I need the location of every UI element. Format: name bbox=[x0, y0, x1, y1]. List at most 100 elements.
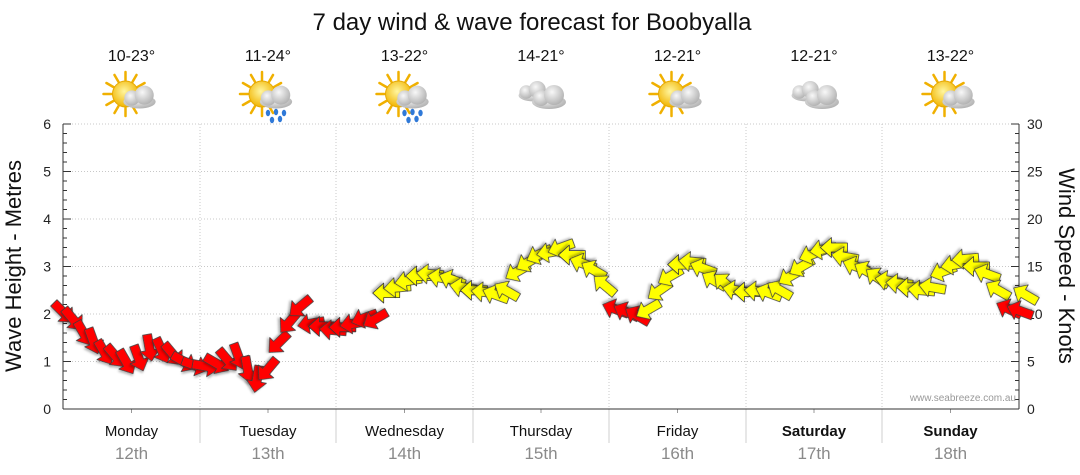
sun-ray bbox=[272, 81, 283, 89]
sun-ray bbox=[113, 104, 120, 115]
sun-ray bbox=[249, 73, 257, 84]
sun-ray bbox=[105, 81, 115, 89]
day-name-label: Saturday bbox=[782, 423, 847, 440]
sun-ray bbox=[386, 73, 393, 84]
sun-ray bbox=[378, 99, 388, 107]
right-tick-label: 15 bbox=[1027, 259, 1043, 275]
cloud-puff bbox=[680, 85, 700, 105]
left-tick-label: 4 bbox=[43, 211, 51, 227]
temperature-range-label: 13-22° bbox=[927, 48, 974, 65]
rain-drop bbox=[281, 109, 287, 117]
rain-drop bbox=[273, 108, 279, 116]
wind-arrow bbox=[636, 298, 663, 320]
cloud-front bbox=[942, 85, 975, 109]
left-tick-label: 3 bbox=[43, 259, 51, 275]
rain-drop bbox=[406, 116, 411, 124]
wind-arrow bbox=[363, 308, 390, 330]
cloud-puff bbox=[817, 85, 837, 105]
temperature-range-label: 10-23° bbox=[108, 48, 155, 65]
left-tick-label: 6 bbox=[43, 116, 51, 132]
sun-ray bbox=[131, 73, 138, 84]
temperature-range-label: 12-21° bbox=[790, 48, 837, 65]
cloud-puff bbox=[544, 85, 564, 105]
cloud-front bbox=[805, 85, 839, 109]
chart-grid bbox=[63, 123, 1019, 443]
watermark: www.seabreeze.com.au bbox=[909, 393, 1016, 404]
sun-ray bbox=[651, 81, 661, 89]
left-axis-ticks: 0 1 2 3 4 5 6 bbox=[43, 116, 71, 417]
cloud-front bbox=[123, 85, 156, 109]
day-name-label: Monday bbox=[105, 423, 159, 440]
rain-drops bbox=[402, 108, 423, 124]
sun-ray bbox=[113, 73, 120, 84]
wind-arrow bbox=[1006, 300, 1035, 321]
temperature-range-label: 14-21° bbox=[517, 48, 564, 65]
sun-ray bbox=[378, 81, 388, 89]
day-name-label: Sunday bbox=[923, 423, 978, 440]
day-name-label: Wednesday bbox=[365, 423, 444, 440]
wind-arrow bbox=[258, 355, 281, 381]
day-date-label: 12th bbox=[115, 444, 148, 463]
day-name-label: Friday bbox=[657, 423, 699, 440]
temperature-range-label: 12-21° bbox=[654, 48, 701, 65]
cloud-front bbox=[259, 85, 293, 109]
rain-drop bbox=[418, 109, 423, 117]
sun-cloud-rain-icon bbox=[375, 70, 429, 124]
left-tick-label: 1 bbox=[43, 354, 51, 370]
day-name-label: Tuesday bbox=[240, 423, 297, 440]
sun-ray bbox=[241, 99, 252, 107]
wind-arrow bbox=[820, 237, 848, 258]
sun-cloud-rain-icon bbox=[238, 70, 293, 124]
sun-ray bbox=[924, 81, 934, 89]
cloud-icon bbox=[791, 80, 839, 109]
day-date-label: 18th bbox=[934, 444, 967, 463]
sun-cloud-icon bbox=[921, 70, 975, 118]
chart-title: 7 day wind & wave forecast for Boobyalla bbox=[313, 9, 753, 36]
wind-arrow bbox=[767, 279, 794, 302]
wind-arrow bbox=[962, 256, 990, 277]
wind-arrow bbox=[557, 244, 586, 266]
sun-ray bbox=[105, 99, 115, 107]
wind-arrow bbox=[214, 346, 238, 371]
sun-ray bbox=[241, 81, 252, 89]
sun-ray bbox=[932, 104, 939, 115]
rain-drop bbox=[414, 115, 419, 123]
day-date-label: 13th bbox=[251, 444, 284, 463]
right-axis-label: Wind Speed - Knots bbox=[1054, 168, 1079, 364]
wind-arrow bbox=[115, 347, 137, 375]
wind-arrows bbox=[50, 237, 1040, 393]
right-tick-label: 25 bbox=[1027, 164, 1043, 180]
cloud-icon bbox=[518, 80, 566, 109]
wind-arrow bbox=[289, 294, 314, 317]
wind-arrow bbox=[973, 263, 1002, 284]
rain-drop bbox=[410, 108, 415, 116]
right-tick-label: 20 bbox=[1027, 211, 1043, 227]
right-tick-label: 30 bbox=[1027, 116, 1043, 132]
cloud-puff bbox=[134, 85, 154, 105]
rain-drop bbox=[402, 109, 407, 117]
wind-arrow bbox=[139, 333, 161, 362]
weather-icons bbox=[102, 70, 975, 124]
wind-arrow bbox=[1013, 284, 1040, 306]
wind-arrow bbox=[494, 280, 521, 302]
sun-ray bbox=[404, 73, 411, 84]
day-name-label: Thursday bbox=[510, 423, 573, 440]
temperature-labels: 10-23° 11-24° 13-22° 14-21° 12-21° 12-21° 13-2… bbox=[108, 48, 974, 65]
sun-ray bbox=[409, 81, 419, 89]
sun-ray bbox=[267, 73, 275, 84]
left-tick-label: 5 bbox=[43, 164, 51, 180]
wind-arrow bbox=[985, 279, 1013, 302]
day-date-label: 14th bbox=[388, 444, 421, 463]
cloud-front bbox=[669, 85, 702, 109]
wind-arrow bbox=[129, 343, 150, 372]
day-date-label: 17th bbox=[797, 444, 830, 463]
rain-drop bbox=[277, 115, 283, 123]
wind-arrow bbox=[951, 248, 980, 270]
sun-ray bbox=[682, 81, 692, 89]
wind-arrow bbox=[593, 275, 619, 298]
sun-cloud-icon bbox=[102, 70, 156, 118]
cloud-puff bbox=[271, 85, 291, 105]
cloud-puff bbox=[953, 85, 973, 105]
sun-ray bbox=[659, 104, 666, 115]
